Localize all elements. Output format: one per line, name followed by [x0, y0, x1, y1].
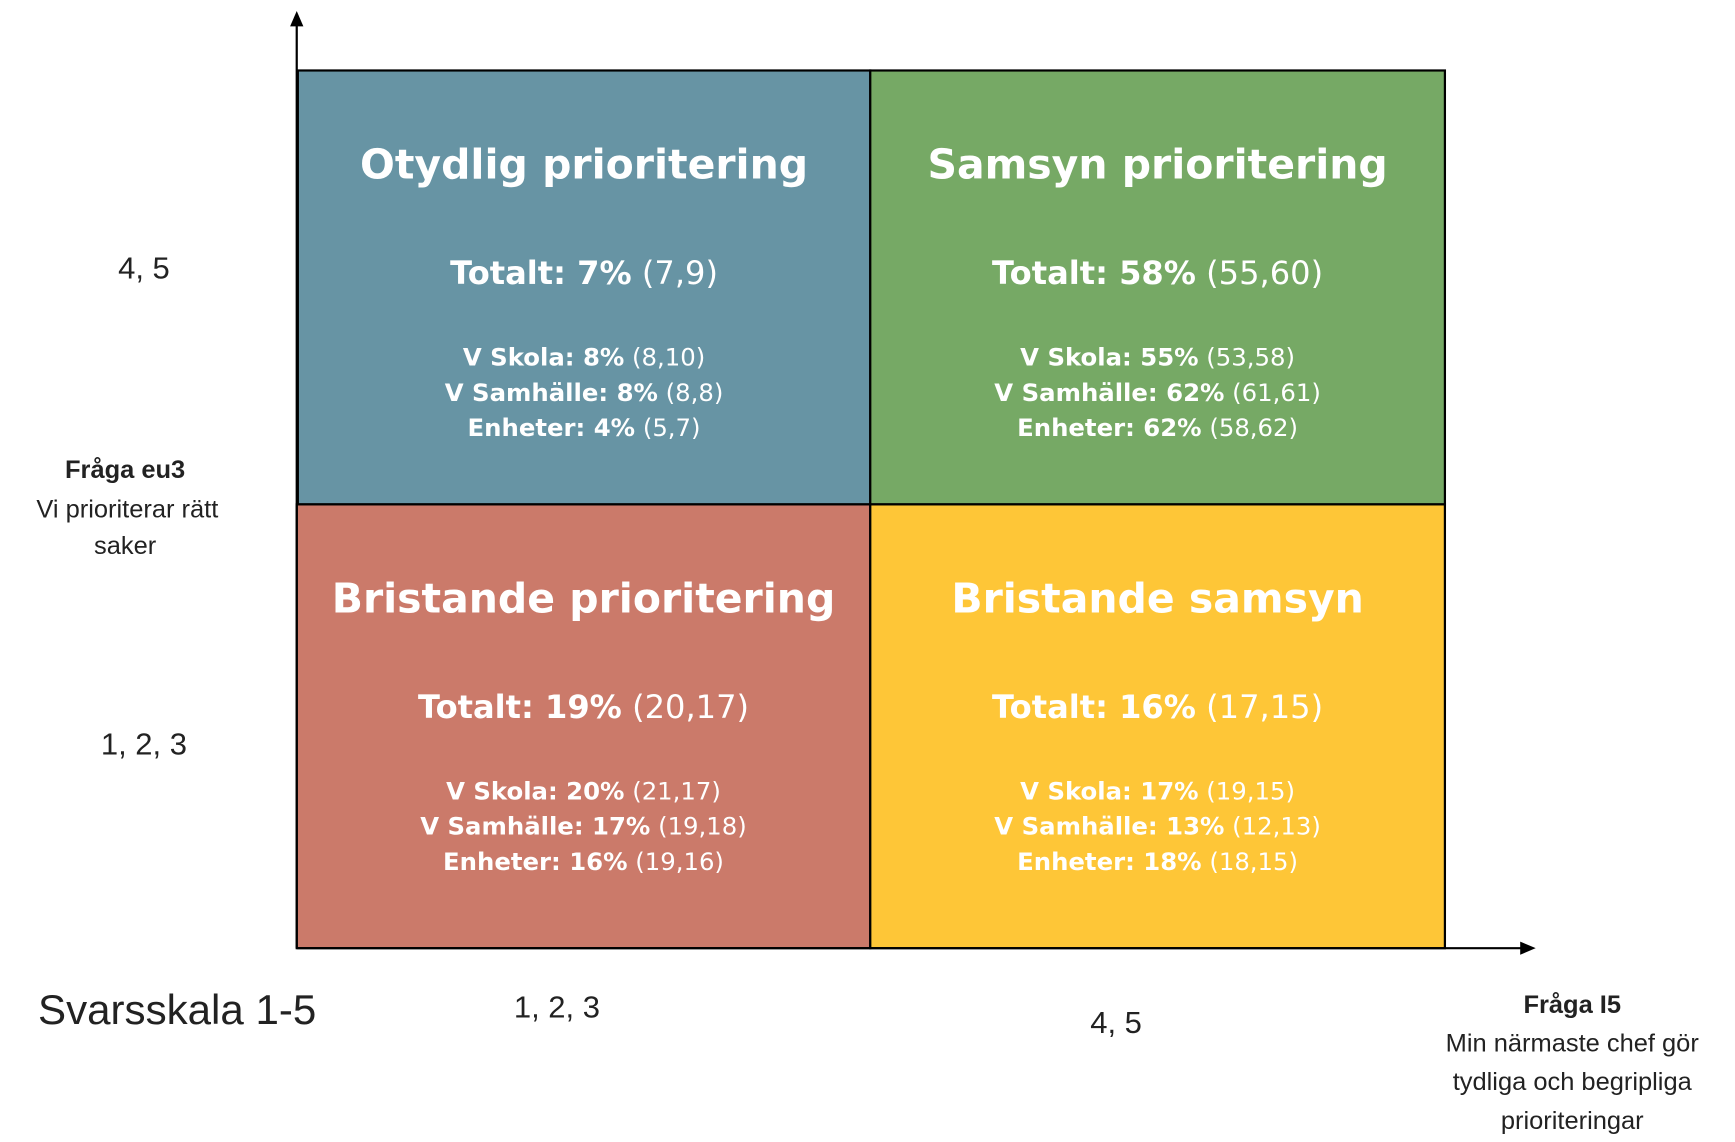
y-low: 1, 2, 3 — [101, 726, 187, 761]
row-lead: V Skola: 20% — [446, 777, 624, 806]
row-lead: V Skola: 17% — [1020, 777, 1198, 806]
row-range: (53,58) — [1206, 343, 1295, 372]
row-range: (8,8) — [666, 378, 724, 407]
quadrant — [869, 503, 1447, 950]
row: V Skola: 17% (19,15) — [1020, 777, 1295, 806]
row-lead: V Skola: 8% — [463, 343, 624, 372]
x-question: Fråga I5 — [1523, 991, 1621, 1019]
row-range: (19,16) — [635, 847, 724, 876]
row-range: (8,10) — [632, 343, 705, 372]
row-lead: V Skola: 55% — [1020, 343, 1198, 372]
row-range: (21,17) — [632, 777, 721, 806]
quadrants: Otydlig prioritering Totalt: 7% (7,9) V Sk… — [295, 69, 1447, 950]
row-range: (12,13) — [1232, 812, 1321, 841]
quadrant-title: Otydlig prioritering — [360, 141, 808, 189]
y-text: saker — [94, 532, 157, 560]
quadrant-title: Samsyn prioritering — [927, 141, 1387, 189]
y-question: Fråga eu3 — [65, 456, 185, 484]
row-range: (19,15) — [1206, 777, 1295, 806]
x-text: Min närmaste chef gör — [1446, 1030, 1700, 1058]
row-range: (5,7) — [643, 413, 701, 442]
row: Enheter: 62% (58,62) — [1017, 413, 1298, 442]
total-range: (55,60) — [1206, 254, 1323, 292]
row: V Skola: 55% (53,58) — [1020, 343, 1295, 372]
y-high: 4, 5 — [118, 251, 170, 286]
y-text: Vi prioriterar rätt — [36, 496, 218, 524]
quadrant — [295, 503, 872, 950]
total: Totalt: 19% (20,17) — [418, 688, 749, 726]
row: Enheter: 16% (19,16) — [443, 847, 724, 876]
x-high: 4, 5 — [1090, 1005, 1142, 1040]
row-lead: Enheter: 4% — [468, 413, 636, 442]
row-lead: Enheter: 18% — [1017, 847, 1201, 876]
quadrant — [869, 69, 1447, 506]
row: V Samhälle: 13% (12,13) — [994, 812, 1321, 841]
row-range: (19,18) — [658, 812, 747, 841]
scale-note: Svarsskala 1-5 — [38, 986, 316, 1033]
x-text: tydliga och begripliga — [1453, 1068, 1693, 1096]
y-arrow — [290, 11, 304, 27]
x-arrow — [1520, 941, 1536, 955]
total-range: (7,9) — [642, 254, 718, 292]
row-lead: V Samhälle: 62% — [994, 378, 1224, 407]
row-range: (58,62) — [1209, 413, 1298, 442]
row: V Samhälle: 17% (19,18) — [420, 812, 747, 841]
row: V Samhälle: 62% (61,61) — [994, 378, 1321, 407]
row-lead: V Samhälle: 8% — [445, 378, 658, 407]
row: V Skola: 20% (21,17) — [446, 777, 721, 806]
total-lead: Totalt: 7% — [450, 254, 632, 292]
row: Enheter: 18% (18,15) — [1017, 847, 1298, 876]
row: Enheter: 4% (5,7) — [468, 413, 701, 442]
total-lead: Totalt: 16% — [992, 688, 1196, 726]
row-range: (18,15) — [1209, 847, 1298, 876]
quadrant-title: Bristande samsyn — [951, 574, 1363, 622]
row: V Skola: 8% (8,10) — [463, 343, 705, 372]
total-lead: Totalt: 19% — [418, 688, 622, 726]
quadrant — [296, 69, 872, 506]
row-lead: Enheter: 16% — [443, 847, 627, 876]
total: Totalt: 16% (17,15) — [992, 688, 1323, 726]
total-range: (20,17) — [632, 688, 749, 726]
quadrant-title: Bristande prioritering — [332, 574, 836, 622]
row-lead: V Samhälle: 13% — [994, 812, 1224, 841]
row-range: (61,61) — [1232, 378, 1321, 407]
total: Totalt: 58% (55,60) — [992, 254, 1323, 292]
total: Totalt: 7% (7,9) — [450, 254, 718, 292]
row-lead: V Samhälle: 17% — [420, 812, 650, 841]
row: V Samhälle: 8% (8,8) — [445, 378, 724, 407]
total-range: (17,15) — [1206, 688, 1323, 726]
total-lead: Totalt: 58% — [992, 254, 1196, 292]
x-low: 1, 2, 3 — [514, 990, 600, 1025]
x-text: prioriteringar — [1501, 1107, 1644, 1135]
row-lead: Enheter: 62% — [1017, 413, 1201, 442]
